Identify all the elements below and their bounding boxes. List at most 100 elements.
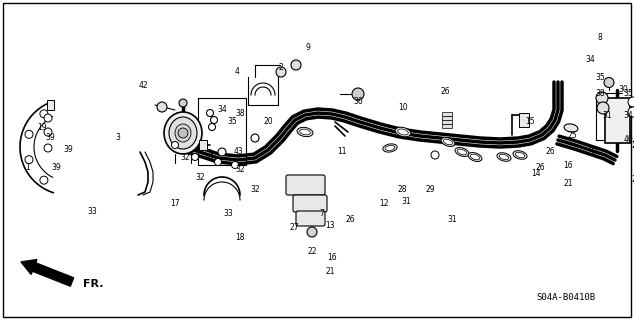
Text: 16: 16	[327, 253, 337, 262]
Circle shape	[604, 77, 614, 87]
Circle shape	[25, 130, 33, 138]
Circle shape	[597, 102, 609, 114]
Text: 21: 21	[325, 268, 335, 276]
Bar	[519, 113, 529, 127]
Circle shape	[178, 128, 188, 138]
Circle shape	[214, 158, 221, 165]
Text: 7: 7	[320, 210, 325, 219]
Ellipse shape	[443, 139, 453, 145]
Text: 22: 22	[307, 246, 317, 255]
Ellipse shape	[500, 154, 508, 160]
Ellipse shape	[175, 124, 191, 142]
Text: 34: 34	[623, 111, 633, 121]
Text: 19: 19	[37, 124, 47, 132]
Circle shape	[218, 148, 226, 156]
Text: 25: 25	[567, 132, 577, 140]
Text: 17: 17	[170, 198, 180, 207]
Bar	[46, 100, 53, 110]
Text: 41: 41	[205, 153, 215, 162]
Ellipse shape	[441, 138, 455, 147]
Circle shape	[307, 227, 317, 237]
Text: 40: 40	[623, 135, 633, 145]
Circle shape	[291, 60, 301, 70]
Text: 31: 31	[447, 215, 457, 225]
Text: 32: 32	[250, 186, 260, 195]
Ellipse shape	[470, 154, 479, 160]
Text: 31: 31	[602, 110, 612, 119]
Bar	[442, 116, 452, 120]
Ellipse shape	[455, 148, 469, 156]
Circle shape	[44, 114, 52, 122]
Text: 26: 26	[440, 87, 450, 97]
Text: 11: 11	[337, 147, 347, 156]
Circle shape	[207, 109, 214, 116]
Text: 9: 9	[306, 44, 311, 52]
Text: 15: 15	[525, 117, 535, 126]
Text: S04A-B0410B: S04A-B0410B	[536, 293, 595, 302]
Circle shape	[40, 110, 48, 118]
Circle shape	[191, 154, 198, 161]
Text: 42: 42	[138, 82, 148, 91]
Circle shape	[157, 102, 167, 112]
Text: 14: 14	[531, 170, 541, 179]
Text: 21: 21	[563, 180, 573, 188]
Text: 27: 27	[289, 223, 299, 233]
Text: 2: 2	[278, 63, 283, 73]
Ellipse shape	[169, 117, 197, 149]
Circle shape	[172, 141, 179, 148]
Text: 43: 43	[233, 148, 243, 156]
Text: 33: 33	[223, 210, 233, 219]
Ellipse shape	[395, 127, 411, 137]
Text: 35: 35	[227, 117, 237, 126]
Text: 32: 32	[235, 164, 245, 173]
Ellipse shape	[297, 127, 313, 137]
Text: 13: 13	[325, 220, 335, 229]
Ellipse shape	[300, 129, 310, 135]
Text: FR.: FR.	[83, 279, 103, 289]
Text: 39: 39	[51, 163, 61, 172]
Text: 30: 30	[618, 85, 628, 94]
Text: 33: 33	[87, 207, 97, 217]
Circle shape	[231, 162, 238, 169]
Bar	[442, 124, 452, 128]
Text: 18: 18	[235, 233, 245, 242]
Bar	[199, 140, 207, 150]
Text: 29: 29	[425, 186, 435, 195]
Circle shape	[628, 107, 634, 117]
Text: 4: 4	[235, 68, 240, 76]
FancyBboxPatch shape	[286, 175, 325, 195]
Text: 23: 23	[631, 141, 634, 150]
Text: 36: 36	[353, 98, 363, 107]
Text: 26: 26	[535, 164, 545, 172]
Circle shape	[251, 134, 259, 142]
Text: 38: 38	[235, 109, 245, 118]
Text: 38: 38	[595, 90, 605, 99]
Bar	[442, 120, 452, 124]
Text: 20: 20	[263, 117, 273, 126]
Text: 34: 34	[585, 55, 595, 65]
Ellipse shape	[515, 152, 525, 158]
Text: 35: 35	[623, 90, 633, 99]
Bar	[604, 98, 630, 142]
Text: 16: 16	[563, 162, 573, 171]
Circle shape	[352, 88, 364, 100]
Circle shape	[40, 176, 48, 184]
Circle shape	[44, 144, 52, 152]
Text: 34: 34	[217, 105, 227, 114]
FancyArrow shape	[21, 260, 74, 286]
Ellipse shape	[164, 112, 202, 154]
Bar	[442, 112, 452, 116]
Text: 3: 3	[115, 132, 120, 141]
Text: 31: 31	[401, 197, 411, 206]
Text: 32: 32	[195, 173, 205, 182]
Circle shape	[179, 99, 187, 107]
Ellipse shape	[497, 153, 511, 161]
Text: 24: 24	[631, 175, 634, 185]
Text: 26: 26	[345, 215, 355, 225]
Text: 1: 1	[25, 164, 30, 172]
Text: 10: 10	[398, 103, 408, 113]
Circle shape	[628, 97, 634, 107]
Circle shape	[44, 128, 52, 136]
Circle shape	[210, 116, 217, 124]
Ellipse shape	[398, 129, 408, 135]
